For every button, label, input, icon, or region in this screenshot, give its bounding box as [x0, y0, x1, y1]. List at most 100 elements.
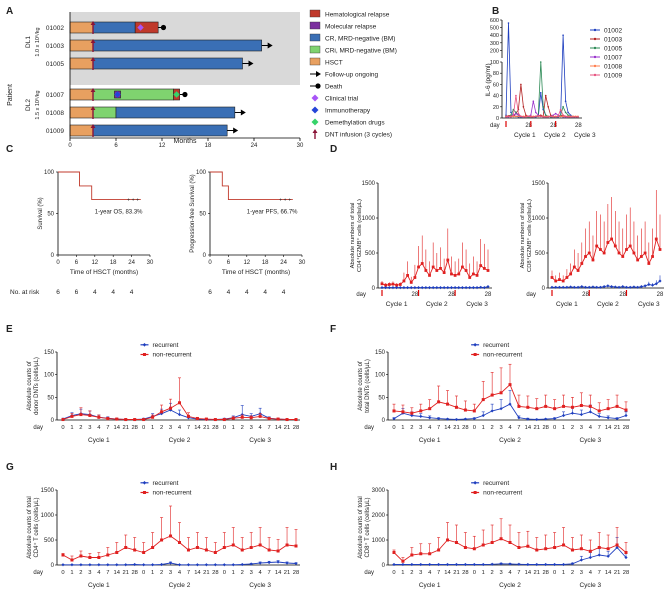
panelH-point-recurrent: [544, 562, 548, 567]
panelF-x-tick-label: 21: [453, 425, 459, 431]
panelF-point-recurrent: [481, 413, 485, 418]
panelE-point-non-recurrent: [133, 418, 137, 422]
d1Plot-point-recurrent: [420, 286, 424, 290]
panel-label-e: E: [6, 324, 13, 335]
d2Plot-day28-label: 28: [657, 292, 664, 298]
il6-point-01009: [512, 114, 515, 116]
d2Plot-day28-label: 28: [619, 292, 626, 298]
panelE-point-non-recurrent: [213, 418, 217, 422]
panelH-cycle1: Cycle 1: [419, 582, 441, 589]
panelF-y-tick-label: 150: [375, 350, 386, 356]
panelF-x-tick-label: 2: [410, 425, 413, 431]
panelE-point-non-recurrent: [231, 416, 235, 420]
d2Plot-point-non-recurrent: [602, 251, 606, 255]
panelG-point-recurrent: [222, 563, 226, 567]
d2Plot-y-tick-label: 500: [535, 251, 546, 257]
d1Plot-point-recurrent: [402, 286, 406, 290]
panelF-y-tick-label: 50: [378, 395, 385, 401]
panelH-x-tick-label: 21: [453, 570, 459, 576]
panelF-x-tick-label: 0: [473, 425, 476, 431]
panelF-point-non-recurrent: [579, 403, 583, 407]
panelG-point-non-recurrent: [231, 543, 235, 547]
d2Plot-point-non-recurrent: [561, 279, 565, 283]
panel-a-xlabel: Months: [174, 138, 197, 145]
panel-label-a: A: [6, 6, 13, 17]
il6-point-01009: [507, 115, 510, 118]
panel-a-swimmer-plot: Patient Months DL1 1.0 x 10⁶/kg DL2 1.5 x 1…: [7, 9, 397, 149]
panelF-point-non-recurrent: [481, 398, 485, 402]
panelH-point-recurrent: [401, 562, 405, 567]
panelH-x-tick-label: 7: [598, 570, 601, 576]
panel-label-b: B: [492, 6, 499, 17]
bar-segment-hsct: [69, 88, 94, 101]
legend-hema-label: Hematological relapse: [325, 12, 390, 19]
panelG-point-recurrent: [168, 561, 173, 565]
panel-b-day28-label: 28: [575, 123, 582, 129]
patient-id-label: 01009: [46, 128, 64, 135]
panelF-x-tick-label: 2: [571, 425, 574, 431]
d2Plot-point-non-recurrent: [658, 248, 662, 251]
d1Plot-point-recurrent: [391, 286, 395, 290]
d1Plot-point-recurrent: [427, 286, 432, 290]
panelE-point-non-recurrent: [285, 418, 289, 422]
panelF-point-recurrent: [615, 417, 619, 421]
d2Plot-y-tick-label: 1000: [532, 216, 546, 222]
panelG-ylabel-1: Absolute counts of total: [27, 496, 33, 558]
d2Plot-cycle2: Cycle 2: [597, 301, 619, 308]
il6-legend-dot-01002: [593, 28, 597, 32]
d1Plot-point-recurrent: [464, 286, 468, 290]
bar-segment-cr: [92, 21, 136, 34]
il6-point-01007: [530, 114, 532, 116]
panelF-point-non-recurrent: [570, 405, 574, 409]
panelE-x-tick-label: 1: [70, 425, 73, 431]
panelF-point-recurrent: [570, 411, 575, 415]
panelF-point-recurrent: [463, 417, 467, 421]
panelG-point-recurrent: [213, 563, 217, 567]
panelE-cycle2: Cycle 2: [169, 437, 191, 444]
d1Plot-point-non-recurrent: [471, 272, 475, 276]
panel-b-y-tick-label: 600: [490, 18, 499, 24]
d2Plot-point-recurrent: [636, 285, 640, 289]
d2Plot-y-tick-label: 0: [542, 286, 546, 292]
d2Plot-point-non-recurrent: [628, 244, 632, 248]
patient-id-label: 01005: [46, 61, 64, 68]
panelG-point-non-recurrent: [133, 548, 137, 552]
d2Plot-point-non-recurrent: [632, 251, 636, 255]
il6-point-01009: [549, 115, 552, 118]
panelH-point-recurrent: [499, 562, 503, 566]
panelH-x-tick-label: 21: [614, 570, 620, 576]
panelH-y-tick-label: 1000: [372, 538, 386, 544]
bar-segment-hsct: [69, 39, 94, 52]
panelG-point-recurrent: [294, 561, 298, 566]
panelG-point-recurrent: [240, 562, 244, 567]
d1Plot-ylabel-2: CD4⁺GZMB⁺ cells (cells/μL): [356, 199, 363, 272]
panelF-cycle2: Cycle 2: [499, 437, 521, 444]
panelH-point-recurrent: [481, 562, 485, 567]
d1Plot-point-non-recurrent: [468, 276, 472, 279]
panelF-point-recurrent: [606, 416, 610, 420]
c2Plot-ylabel: Progression-free Survival (%): [190, 174, 196, 252]
panelF-x-tick-label: 28: [623, 425, 629, 431]
panelH-x-tick-label: 0: [553, 570, 556, 576]
dnt-infusion-arrow-head: [90, 57, 96, 61]
d1Plot-point-recurrent: [424, 286, 428, 290]
panelH-point-non-recurrent: [481, 543, 485, 547]
c1Plot-x-tick-label: 6: [75, 260, 79, 266]
panelE-point-non-recurrent: [178, 401, 181, 405]
c1Plot-y-tick-label: 0: [51, 253, 55, 259]
panelH-point-non-recurrent: [490, 541, 494, 544]
d1Plot-point-non-recurrent: [384, 283, 388, 287]
panelH-point-non-recurrent: [446, 538, 450, 542]
panelE-point-non-recurrent: [79, 413, 83, 417]
panelF-point-non-recurrent: [490, 393, 494, 397]
patient-id-label: 01008: [46, 110, 64, 117]
panelG-point-recurrent: [249, 562, 253, 566]
il6-point-01005: [515, 111, 517, 114]
panelG-x-tick-label: 14: [194, 570, 201, 576]
panelF-point-non-recurrent: [446, 402, 450, 406]
follow-up-arrow-head: [233, 127, 239, 134]
panelE-point-non-recurrent: [142, 418, 146, 422]
d1Plot-point-non-recurrent: [417, 265, 420, 269]
panelF-y-tick-label: 100: [375, 373, 386, 379]
d1Plot-point-non-recurrent: [395, 283, 399, 287]
